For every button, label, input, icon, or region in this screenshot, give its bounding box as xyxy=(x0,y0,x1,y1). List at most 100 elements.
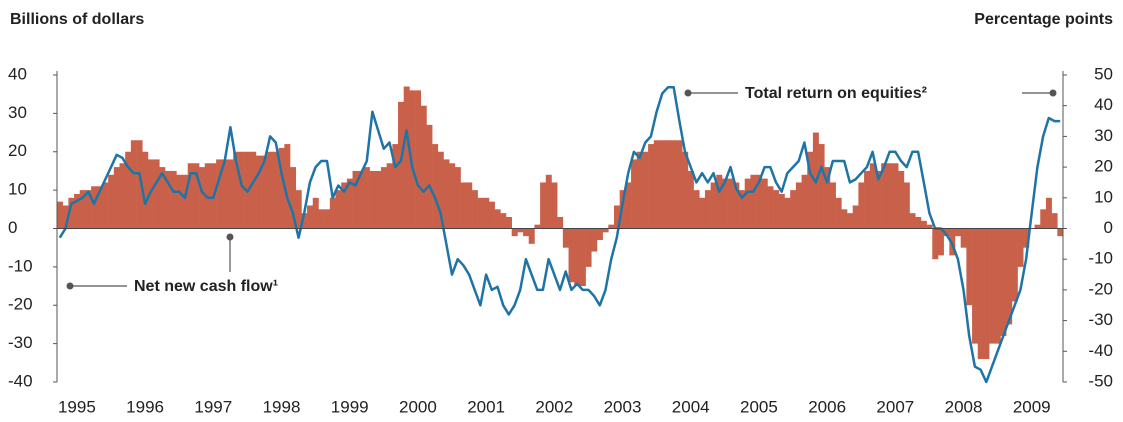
annotation-dot xyxy=(1049,89,1057,97)
bar xyxy=(278,147,285,229)
bar xyxy=(875,170,882,229)
bar xyxy=(1000,228,1007,336)
bar xyxy=(398,101,405,229)
bar xyxy=(659,140,666,229)
bar xyxy=(591,228,598,252)
bar xyxy=(386,163,393,229)
x-tick-label: 2009 xyxy=(1013,397,1051,416)
bar xyxy=(648,144,655,229)
bar xyxy=(57,201,63,229)
bar xyxy=(943,228,950,237)
bar xyxy=(858,182,865,229)
y2-axis-title: Percentage points xyxy=(974,11,1113,28)
bar xyxy=(932,228,939,260)
bar xyxy=(767,186,774,229)
bar xyxy=(426,124,433,229)
bar xyxy=(795,182,802,229)
bar xyxy=(1045,197,1052,229)
bar xyxy=(477,197,484,229)
bar xyxy=(568,228,575,283)
bar xyxy=(665,140,672,229)
bar xyxy=(511,228,518,237)
bar xyxy=(443,159,450,229)
bar xyxy=(704,190,711,229)
bar xyxy=(125,151,132,229)
bar xyxy=(676,140,683,229)
bar xyxy=(545,174,552,229)
x-tick-label: 2008 xyxy=(945,397,983,416)
bar xyxy=(261,155,268,229)
bar xyxy=(557,216,564,229)
bar xyxy=(727,178,734,229)
x-tick-label: 1996 xyxy=(126,397,164,416)
bar xyxy=(216,159,223,229)
bar xyxy=(1023,228,1030,248)
bar xyxy=(159,167,166,229)
bar xyxy=(432,144,439,229)
bar xyxy=(488,201,495,229)
bar xyxy=(721,178,728,229)
bar xyxy=(739,190,746,229)
bar xyxy=(716,174,723,229)
bar xyxy=(437,151,444,229)
x-tick-label: 1998 xyxy=(263,397,301,416)
bar xyxy=(909,213,916,229)
bar xyxy=(62,205,69,229)
x-tick-label: 2000 xyxy=(399,397,437,416)
bar xyxy=(602,228,609,233)
bar xyxy=(898,170,905,229)
bar xyxy=(352,170,359,229)
y-tick-label: -20 xyxy=(8,295,33,314)
bar xyxy=(454,167,461,229)
bar xyxy=(841,209,848,229)
bar xyxy=(710,182,717,229)
bar xyxy=(852,205,859,229)
bar xyxy=(790,190,797,229)
bar xyxy=(955,228,961,237)
bar xyxy=(778,193,785,229)
bar xyxy=(193,163,200,229)
bar xyxy=(528,228,535,244)
bar xyxy=(130,140,137,229)
bar xyxy=(869,163,876,229)
bar xyxy=(1006,228,1013,325)
bar xyxy=(784,197,791,229)
bar xyxy=(91,186,98,229)
annotation: Total return on equities² xyxy=(745,85,927,102)
bar xyxy=(864,170,871,229)
bar xyxy=(881,163,888,229)
bar xyxy=(449,163,456,229)
bar xyxy=(807,151,814,229)
bar xyxy=(96,186,103,229)
bar xyxy=(937,228,944,256)
bar xyxy=(1051,213,1058,229)
bar xyxy=(886,163,893,229)
bar xyxy=(380,167,387,229)
y2-tick-label: -10 xyxy=(1088,249,1113,268)
bar xyxy=(369,170,376,229)
bar xyxy=(233,151,240,229)
bar xyxy=(295,190,302,229)
bar xyxy=(818,144,825,229)
bar xyxy=(494,209,501,229)
bar xyxy=(483,197,490,229)
bar xyxy=(1011,228,1018,302)
bar xyxy=(471,190,478,229)
bar xyxy=(272,151,279,229)
y2-tick-label: 20 xyxy=(1094,157,1113,176)
bar xyxy=(847,213,854,229)
bar xyxy=(642,151,649,229)
bar xyxy=(227,159,234,229)
y2-tick-label: -40 xyxy=(1088,341,1113,360)
bar xyxy=(1040,209,1047,229)
bar xyxy=(409,90,416,229)
bar xyxy=(312,197,319,229)
x-tick-label: 1997 xyxy=(194,397,232,416)
bar xyxy=(966,228,973,306)
bar xyxy=(142,151,149,229)
bar xyxy=(284,144,291,229)
bar xyxy=(500,213,507,229)
bar xyxy=(176,174,183,229)
bar xyxy=(636,151,643,229)
